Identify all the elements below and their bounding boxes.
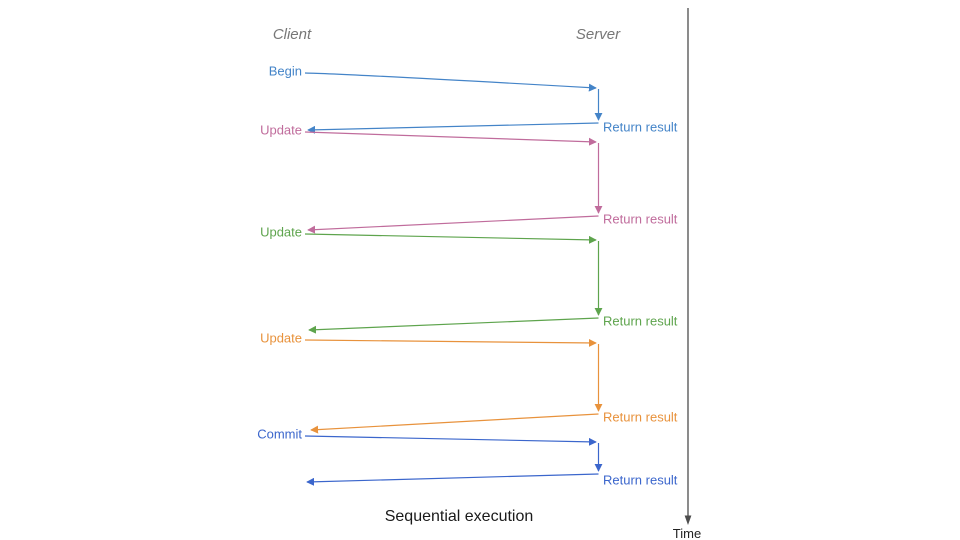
response-label: Return result	[603, 120, 678, 135]
return-arrow	[310, 413, 599, 434]
request-arrow	[304, 435, 597, 446]
return-arrow	[308, 317, 599, 334]
request-label: Update	[260, 331, 302, 346]
time-axis: Time	[673, 8, 701, 540]
time-axis-arrowhead-icon	[684, 515, 692, 525]
return-arrow	[306, 473, 599, 486]
message-row-update-1: Update Return result	[260, 123, 678, 234]
message-row-begin-0: Begin Return result	[269, 64, 678, 135]
request-label: Update	[260, 225, 302, 240]
response-label: Return result	[603, 314, 678, 329]
message-row-update-2: Update Return result	[260, 225, 678, 334]
message-row-commit-4: Commit Return result	[257, 427, 678, 488]
return-arrow	[307, 122, 599, 134]
client-column-header: Client	[273, 26, 312, 43]
response-label: Return result	[603, 410, 678, 425]
response-label: Return result	[603, 473, 678, 488]
time-axis-label: Time	[673, 526, 701, 540]
return-arrow	[307, 215, 599, 234]
request-label: Update	[260, 123, 302, 138]
diagram-caption: Sequential execution	[385, 508, 534, 525]
request-label: Begin	[269, 64, 302, 79]
request-label: Commit	[257, 427, 302, 442]
response-label: Return result	[603, 212, 678, 227]
message-row-update-3: Update Return result	[260, 331, 678, 434]
request-arrow	[304, 233, 597, 244]
request-arrow	[304, 131, 597, 146]
request-arrow	[304, 338, 597, 347]
request-arrow	[304, 72, 597, 92]
server-column-header: Server	[576, 26, 621, 43]
